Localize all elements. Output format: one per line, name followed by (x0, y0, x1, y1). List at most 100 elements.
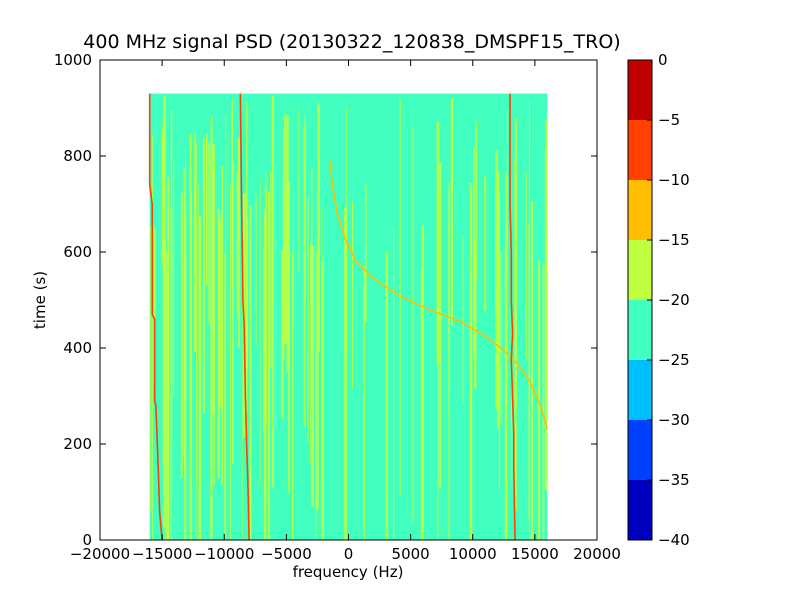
spectral-streak (198, 216, 202, 540)
colorbar-band (628, 60, 652, 120)
spectral-streak (525, 173, 527, 360)
colorbar-tick-label: −15 (658, 231, 690, 249)
spectral-streak (484, 176, 487, 312)
y-tick-label: 0 (82, 531, 92, 549)
colorbar-band (628, 480, 652, 540)
y-tick-label: 200 (63, 435, 92, 453)
spectral-streak (217, 209, 220, 478)
spectral-streak (259, 177, 261, 487)
spectral-streak (322, 207, 324, 478)
spectral-streak (225, 115, 227, 540)
spectral-streak (221, 165, 224, 485)
spectral-streak (505, 172, 507, 540)
spectral-streak (161, 129, 164, 266)
spectral-streak (224, 254, 226, 541)
spectral-streak (275, 164, 276, 429)
spectral-streak (439, 162, 442, 489)
spectral-streak (436, 122, 440, 364)
spectral-streak (189, 193, 193, 540)
colorbar: −40 −35 −30 −25 −20 −15 −10 −5 0 (627, 51, 690, 549)
spectral-streak (469, 183, 473, 540)
spectral-streak (528, 100, 530, 540)
colorbar-band (628, 180, 652, 240)
spectral-streak (303, 126, 306, 427)
spectral-streak (298, 108, 300, 274)
spectral-streak (310, 243, 311, 464)
spectral-streak (474, 241, 477, 389)
spectral-streak (291, 251, 294, 540)
spectral-streak (212, 144, 215, 415)
colorbar-tick-label: −30 (658, 411, 690, 429)
x-tick-label: −5000 (261, 545, 312, 563)
spectral-streak (544, 149, 547, 285)
spectral-streak (506, 107, 508, 276)
spectral-streak (281, 250, 284, 419)
spectral-streak (420, 268, 423, 540)
spectral-streak (255, 194, 257, 345)
x-tick-label: 10000 (449, 545, 497, 563)
spectral-streak (316, 251, 319, 510)
spectral-streak (364, 184, 367, 323)
x-tick-label: −20000 (70, 545, 130, 563)
spectral-streak (264, 214, 267, 540)
spectral-streak (180, 192, 183, 478)
spectral-streak (497, 171, 500, 429)
y-tick-label: 600 (63, 243, 92, 261)
x-axis: −20000 −15000 −10000 −5000 0 5000 10000 15000 20… (70, 60, 621, 563)
spectral-streak (245, 102, 248, 414)
x-axis-label: frequency (Hz) (293, 563, 404, 581)
carrier-line-2 (239, 93, 250, 541)
spectral-streak (311, 245, 314, 508)
colorbar-band (628, 300, 652, 360)
spectral-streak (236, 172, 239, 314)
x-tick-label: 0 (344, 545, 354, 563)
spectral-streak (267, 192, 270, 540)
spectral-streak (229, 184, 231, 540)
spectral-streak (184, 215, 187, 540)
carrier-line-1 (148, 93, 163, 541)
y-axis-label: time (s) (31, 271, 49, 329)
spectral-streak (317, 103, 320, 352)
chart-title: 400 MHz signal PSD (20130322_120838_DMSP… (83, 31, 620, 53)
spectral-streak (462, 236, 464, 403)
spectral-streak (286, 115, 289, 267)
spectral-streak (500, 253, 502, 425)
spectral-streak (437, 189, 439, 540)
spectral-streak (231, 99, 233, 288)
spectral-streak (198, 185, 200, 357)
spectral-streak (166, 251, 169, 540)
y-tick-label: 400 (63, 339, 92, 357)
spectral-streak (307, 198, 309, 442)
colorbar-band (628, 420, 652, 480)
feature-layer (148, 93, 549, 541)
spectral-streak (448, 182, 450, 394)
spectral-streak (363, 265, 365, 540)
x-tick-label: 15000 (511, 545, 559, 563)
spectrogram-layer (149, 93, 548, 541)
spectral-streak (205, 134, 208, 286)
colorbar-tick-label: −40 (658, 531, 690, 549)
spectral-streak (351, 201, 354, 389)
spectral-streak (385, 251, 389, 540)
colorbar-tick-label: 0 (658, 51, 668, 69)
spectral-streak (293, 193, 294, 329)
spectral-streak (344, 207, 347, 541)
colorbar-bands (628, 60, 652, 540)
spectral-streak (237, 137, 240, 348)
spectral-streak (163, 95, 166, 528)
spectral-streak (153, 227, 156, 389)
spectral-streak (241, 196, 243, 541)
spectral-streak (194, 133, 197, 353)
spectral-streak (473, 146, 475, 361)
spectral-streak (544, 231, 547, 490)
spectral-streak (288, 181, 290, 494)
carrier-line-3 (509, 93, 516, 541)
x-tick-label: 5000 (392, 545, 430, 563)
spectral-streak (284, 114, 287, 345)
spectral-streak (152, 135, 153, 540)
spectral-streak (202, 137, 205, 414)
colorbar-tick-label: −35 (658, 471, 690, 489)
x-tick-label: 20000 (573, 545, 621, 563)
spectral-streak (286, 185, 290, 372)
spectral-streak (495, 150, 498, 411)
